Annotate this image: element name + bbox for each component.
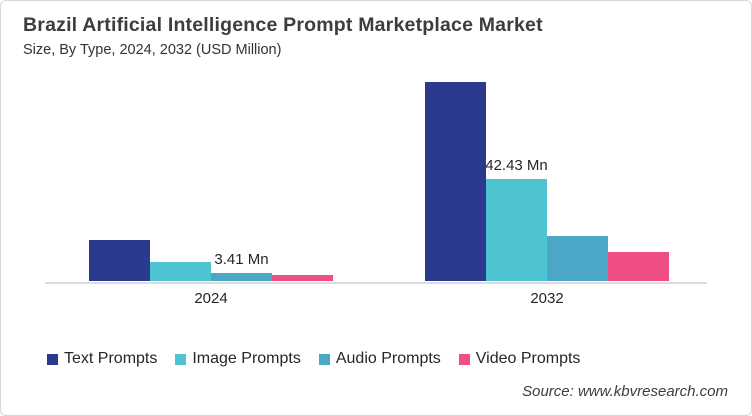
- bar-audio-prompts-2032: [547, 235, 608, 281]
- source-credit: Source: www.kbvresearch.com: [522, 383, 728, 400]
- x-tick-2032: 2032: [530, 290, 564, 307]
- legend-label-image-prompts: Image Prompts: [192, 350, 301, 367]
- legend-label-audio-prompts: Audio Prompts: [335, 350, 441, 367]
- legend-item-image-prompts: Image Prompts: [175, 350, 301, 368]
- legend-item-video-prompts: Video Prompts: [458, 350, 581, 368]
- bar-video-prompts-2032: [608, 251, 669, 281]
- bar-audio-prompts-2024: [211, 272, 272, 281]
- legend-item-audio-prompts: Audio Prompts: [318, 350, 441, 368]
- x-tick-2024: 2024: [194, 290, 228, 307]
- legend-swatch-image-prompts-icon: [175, 353, 187, 365]
- bar-text-prompts-2024: [89, 240, 150, 281]
- legend: Text Prompts Image Prompts Audio Prompts…: [47, 350, 580, 368]
- data-label-image-prompts-2032: 42.43 Mn: [485, 157, 548, 175]
- bar-image-prompts-2024: [150, 261, 211, 281]
- legend-item-text-prompts: Text Prompts: [47, 350, 157, 368]
- legend-label-video-prompts: Video Prompts: [475, 350, 581, 367]
- bar-text-prompts-2032: [425, 81, 486, 281]
- legend-swatch-video-prompts-icon: [458, 353, 470, 365]
- bar-image-prompts-2032: [486, 179, 547, 281]
- bar-video-prompts-2024: [272, 275, 333, 281]
- data-label-audio-prompts-2024: 3.41 Mn: [214, 250, 269, 268]
- legend-label-text-prompts: Text Prompts: [64, 350, 158, 367]
- chart-title: Brazil Artificial Intelligence Prompt Ma…: [23, 14, 543, 36]
- x-axis-line: [45, 282, 707, 284]
- legend-swatch-audio-prompts-icon: [318, 353, 330, 365]
- chart-subtitle: Size, By Type, 2024, 2032 (USD Million): [23, 42, 282, 58]
- legend-swatch-text-prompts-icon: [47, 353, 58, 365]
